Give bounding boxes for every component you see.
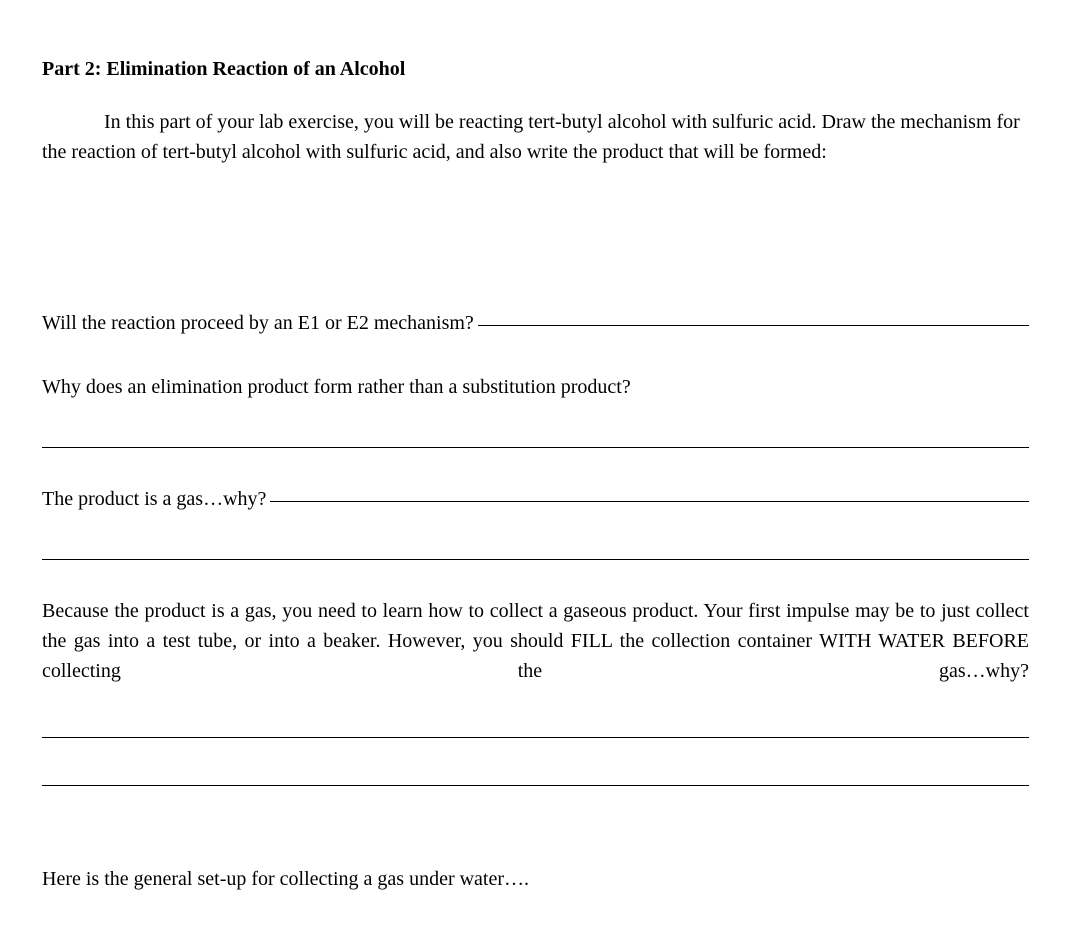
answer-blank-collection-2 — [42, 766, 1029, 786]
mechanism-drawing-area — [42, 193, 1029, 308]
answer-blank-gas-1 — [270, 501, 1029, 502]
document-content: Part 2: Elimination Reaction of an Alcoh… — [42, 58, 1029, 894]
spacer — [42, 588, 1029, 596]
question-gas-text: The product is a gas…why? — [42, 484, 266, 514]
section-heading: Part 2: Elimination Reaction of an Alcoh… — [42, 58, 1029, 81]
question-gas-line: The product is a gas…why? — [42, 484, 1029, 514]
spacer — [42, 364, 1029, 372]
gas-collection-paragraph: Because the product is a gas, you need t… — [42, 596, 1029, 686]
answer-blank-gas-2 — [42, 540, 1029, 560]
spacer-large — [42, 814, 1029, 864]
question-mechanism-line: Will the reaction proceed by an E1 or E2… — [42, 308, 1029, 338]
question-elimination-text: Why does an elimination product form rat… — [42, 372, 1029, 402]
answer-blank-mechanism — [478, 325, 1029, 326]
spacer — [42, 476, 1029, 484]
answer-blank-elimination — [42, 428, 1029, 448]
intro-paragraph: In this part of your lab exercise, you w… — [42, 107, 1029, 167]
spacer — [42, 710, 1029, 718]
question-mechanism-text: Will the reaction proceed by an E1 or E2… — [42, 308, 474, 338]
setup-text: Here is the general set-up for collectin… — [42, 864, 1029, 894]
answer-blank-collection-1 — [42, 718, 1029, 738]
